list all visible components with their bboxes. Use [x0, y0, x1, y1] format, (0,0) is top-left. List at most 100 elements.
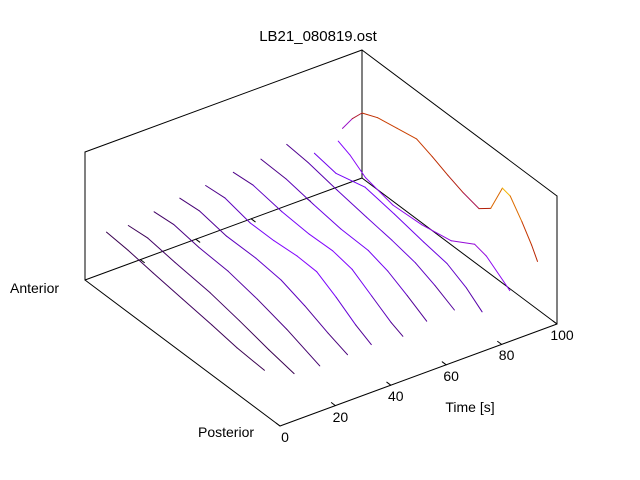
- trace-time-100: [342, 112, 538, 262]
- trace-segment: [423, 241, 448, 264]
- trace-segment: [286, 328, 321, 367]
- trace-segment: [304, 305, 329, 334]
- trace-segment: [501, 187, 511, 197]
- trace-segment: [296, 255, 318, 273]
- trace-segment: [147, 237, 176, 263]
- trace-time-20: [153, 211, 321, 367]
- trace-segment: [313, 204, 342, 230]
- trace-segment: [224, 197, 251, 224]
- time-tick: [275, 422, 281, 427]
- plot-box-edge: [84, 177, 363, 281]
- trace-segment: [260, 158, 287, 180]
- trace-segment: [286, 143, 309, 163]
- trace-segment: [392, 204, 423, 226]
- trace-segment: [431, 156, 449, 176]
- time-tick-mirror: [195, 238, 201, 243]
- trace-time-0: [106, 231, 265, 371]
- trace-segment: [332, 250, 353, 270]
- time-tick-label: 60: [443, 367, 459, 384]
- time-tick: [552, 320, 558, 325]
- trace-segment: [313, 152, 337, 174]
- trace-segment: [349, 154, 366, 179]
- plot-box-edge: [84, 279, 281, 427]
- trace-segment: [377, 117, 398, 129]
- trace-segment: [152, 272, 183, 300]
- trace-segment: [249, 222, 275, 242]
- trace-segment: [327, 332, 348, 356]
- time-tick: [441, 361, 447, 366]
- trace-segment: [227, 270, 258, 300]
- trace-segment: [406, 295, 428, 322]
- trace-segment: [366, 216, 393, 241]
- trace-segment: [387, 270, 408, 297]
- trace-segment: [316, 271, 337, 298]
- plot-box-edge: [361, 49, 558, 197]
- trace-segment: [390, 322, 404, 337]
- trace-segment: [466, 287, 483, 313]
- trace-segment: [308, 233, 334, 252]
- trace-segment: [521, 221, 533, 246]
- trace-segment: [391, 239, 416, 264]
- trace-time-30: [179, 197, 348, 356]
- trace-segment: [198, 210, 228, 237]
- trace-segment: [335, 172, 366, 188]
- trace-segment: [153, 211, 175, 225]
- time-tick: [497, 340, 503, 345]
- time-axis-label: Time [s]: [445, 399, 495, 415]
- trace-segment: [252, 184, 283, 213]
- trace-segment: [416, 138, 433, 158]
- trace-time-70: [286, 143, 455, 311]
- time-tick: [330, 402, 336, 407]
- trace-segment: [337, 140, 351, 156]
- trace-segment: [198, 246, 229, 272]
- position-axis-end-label: Posterior: [198, 424, 255, 440]
- time-tick-label: 80: [498, 347, 515, 364]
- trace-segment: [364, 186, 395, 215]
- trace-segment: [446, 263, 467, 289]
- plot-box-edge: [279, 323, 558, 427]
- trace-time-90: [337, 140, 511, 292]
- trace-segment: [485, 255, 511, 292]
- trace-segment: [106, 231, 129, 251]
- trace-segment: [450, 240, 476, 245]
- trace-segment: [367, 249, 389, 272]
- trace-segment: [414, 262, 436, 286]
- trace-segment: [434, 284, 455, 311]
- trace-time-10: [127, 225, 295, 375]
- trace-segment: [307, 162, 338, 191]
- time-tick-label: 100: [550, 327, 574, 343]
- trace-segment: [396, 127, 418, 140]
- trace-segment: [236, 347, 265, 371]
- trace-segment: [340, 228, 369, 251]
- trace-segment: [355, 324, 372, 346]
- trace-segment: [336, 189, 368, 218]
- trace-segment: [280, 279, 306, 307]
- trace-segment: [211, 324, 238, 349]
- trace-segment: [226, 235, 257, 259]
- trace-segment: [351, 112, 363, 120]
- trace-segment: [365, 177, 394, 206]
- trace-segment: [173, 223, 200, 248]
- trace-segment: [209, 292, 240, 322]
- trace-segment: [273, 240, 298, 257]
- trace-segment: [285, 178, 315, 205]
- trace-segment: [127, 225, 149, 239]
- trace-segment: [371, 295, 392, 324]
- trace-segment: [351, 268, 373, 297]
- trace-segment: [531, 244, 538, 262]
- time-tick-mirror: [250, 218, 256, 223]
- trace-segment: [255, 257, 282, 281]
- plot-box-edge: [361, 177, 558, 325]
- time-tick-mirror: [139, 259, 145, 264]
- trace-segment: [179, 197, 200, 212]
- trace-time-80: [313, 152, 483, 313]
- trace-segment: [268, 349, 295, 375]
- trace-segment: [174, 262, 211, 294]
- trace-segment: [256, 298, 288, 330]
- trace-segment: [335, 296, 357, 326]
- plot-title: LB21_080819.ost: [259, 28, 377, 45]
- trace-segment: [447, 174, 464, 194]
- trace-segment: [281, 211, 310, 235]
- trace-segment: [238, 320, 270, 351]
